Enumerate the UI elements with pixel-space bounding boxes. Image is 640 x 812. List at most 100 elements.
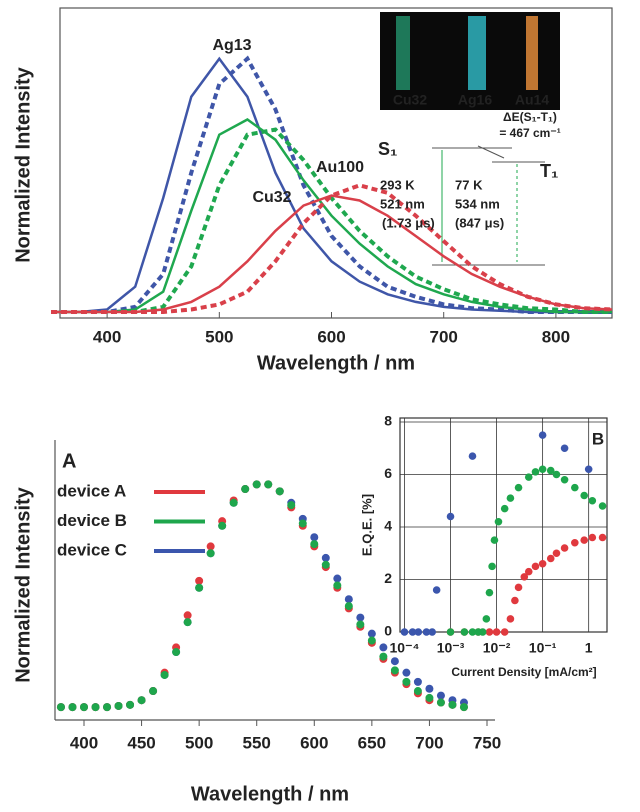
solid-curve <box>51 118 612 314</box>
data-point <box>103 703 112 712</box>
data-point <box>490 536 499 544</box>
data-point <box>310 533 319 542</box>
data-point <box>531 468 540 476</box>
energy-diagram <box>432 145 545 266</box>
data-point <box>137 696 146 705</box>
data-point <box>333 574 342 583</box>
data-point <box>413 687 422 696</box>
y-axis-label: Normalized Intensity <box>12 66 34 262</box>
data-point <box>229 498 238 507</box>
data-point <box>538 465 547 474</box>
x-tick-label: 450 <box>127 733 155 752</box>
inset-frame <box>399 417 608 633</box>
annotation: ΔE(S₁-T₁) <box>503 110 557 124</box>
data-point <box>446 512 455 521</box>
x-tick-label: 500 <box>185 733 213 752</box>
top-frame <box>59 7 613 319</box>
x-tick-label: 10⁻³ <box>437 640 465 656</box>
x-tick-label: 10⁻⁴ <box>390 640 420 656</box>
x-tick-label: 10⁻¹ <box>529 640 557 656</box>
data-point <box>571 538 579 547</box>
data-point <box>414 628 423 636</box>
annotation: 521 nm <box>380 196 425 211</box>
data-point <box>206 549 215 558</box>
data-point <box>56 703 65 712</box>
curve-label: Ag13 <box>212 37 251 54</box>
photo-label: Ag16 <box>458 92 492 108</box>
curve-label: Au100 <box>316 159 364 176</box>
data-point <box>506 615 515 623</box>
data-point <box>492 628 501 636</box>
data-point <box>379 652 388 661</box>
data-point <box>356 620 365 629</box>
isc-arrow <box>477 145 505 159</box>
data-point <box>252 480 261 489</box>
data-point <box>160 670 169 679</box>
annotation: 534 nm <box>455 196 500 211</box>
data-point <box>546 554 555 563</box>
data-point <box>68 703 77 712</box>
curve-label: Cu32 <box>252 189 291 206</box>
data-point <box>367 636 376 645</box>
glow-cyan <box>468 16 486 90</box>
data-point <box>172 648 181 657</box>
data-point <box>91 703 100 712</box>
data-point <box>413 677 422 686</box>
x-tick-label: 600 <box>317 327 345 346</box>
data-point <box>321 560 330 569</box>
data-point <box>500 628 509 636</box>
data-point <box>538 431 547 439</box>
data-point <box>390 657 399 666</box>
solid-curve <box>51 194 613 314</box>
data-point <box>344 595 353 604</box>
data-point <box>241 485 250 494</box>
annotation: = 467 cm⁻¹ <box>499 126 560 140</box>
x-tick-label: 550 <box>243 733 271 752</box>
x-tick-label: 500 <box>205 327 233 346</box>
data-point <box>494 517 503 526</box>
annotation: (847 μs) <box>455 215 504 230</box>
data-point <box>459 703 468 712</box>
dashed-curve <box>51 55 612 314</box>
data-point <box>588 496 597 505</box>
glow-green <box>396 16 410 90</box>
data-point <box>425 684 434 693</box>
data-point <box>436 698 445 707</box>
data-point <box>468 628 477 636</box>
data-point <box>552 549 561 558</box>
data-point <box>408 628 417 636</box>
x-axis-label: Wavelength / nm <box>191 783 349 805</box>
annotation: 293 K <box>380 177 415 192</box>
data-point <box>275 487 284 496</box>
data-point <box>195 583 204 592</box>
y-tick-label: 8 <box>384 413 392 429</box>
data-point <box>500 504 509 513</box>
annotation: (1.73 μs) <box>382 215 435 230</box>
data-point <box>310 540 319 549</box>
data-point <box>546 466 555 475</box>
x-tick-label: 10⁻² <box>483 640 511 656</box>
panel-label: B <box>592 429 604 448</box>
data-point <box>183 618 192 627</box>
data-point <box>514 483 523 492</box>
data-point <box>428 628 436 636</box>
y-tick-label: 4 <box>384 518 392 534</box>
data-point <box>206 542 215 551</box>
data-point <box>422 628 431 636</box>
data-point <box>264 480 273 489</box>
data-point <box>446 628 455 636</box>
glow-orange <box>526 16 538 90</box>
data-point <box>149 687 158 696</box>
data-point <box>321 553 330 562</box>
data-point <box>436 691 445 700</box>
data-point <box>80 703 88 712</box>
y-tick-label: 0 <box>384 623 392 639</box>
x-tick-label: 400 <box>70 733 98 752</box>
data-point <box>524 473 533 481</box>
data-point <box>552 470 561 479</box>
data-point <box>390 666 399 675</box>
data-point <box>485 628 494 636</box>
data-point <box>218 521 227 530</box>
data-point <box>506 494 515 502</box>
